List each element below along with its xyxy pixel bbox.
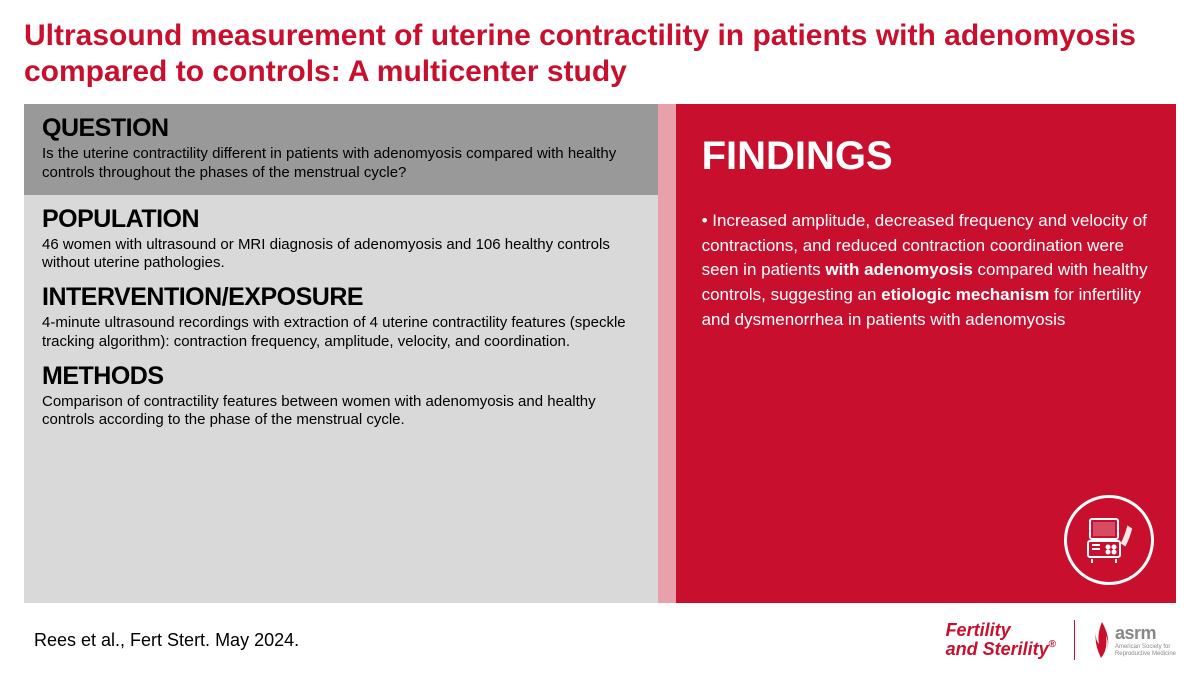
asrm-flame-icon: [1093, 620, 1111, 660]
infographic-container: Ultrasound measurement of uterine contra…: [0, 0, 1200, 675]
question-heading: QUESTION: [42, 114, 640, 143]
fs-reg: ®: [1049, 639, 1056, 650]
methods-section: METHODS Comparison of contractility feat…: [42, 362, 640, 431]
findings-heading: FINDINGS: [702, 134, 1150, 179]
findings-bold1: with adenomyosis: [825, 260, 972, 279]
details-block: POPULATION 46 women with ultrasound or M…: [24, 195, 658, 604]
population-heading: POPULATION: [42, 205, 640, 234]
footer: Rees et al., Fert Stert. May 2024. Ferti…: [24, 603, 1176, 663]
intervention-text: 4-minute ultrasound recordings with extr…: [42, 314, 640, 352]
fs-line1: Fertility: [946, 621, 1056, 640]
logo-divider: [1074, 620, 1075, 660]
asrm-sub1: American Society for: [1115, 644, 1176, 651]
citation-text: Rees et al., Fert Stert. May 2024.: [24, 630, 299, 651]
page-title: Ultrasound measurement of uterine contra…: [24, 18, 1176, 90]
methods-heading: METHODS: [42, 362, 640, 391]
fertility-sterility-logo: Fertility and Sterility®: [946, 621, 1056, 659]
methods-text: Comparison of contractility features bet…: [42, 393, 640, 431]
intervention-heading: INTERVENTION/EXPOSURE: [42, 283, 640, 312]
column-divider: [658, 104, 676, 603]
fs-line2-wrap: and Sterility®: [946, 640, 1056, 659]
fs-line2: and Sterility: [946, 639, 1049, 659]
population-section: POPULATION 46 women with ultrasound or M…: [42, 205, 640, 274]
findings-bold2: etiologic mechanism: [881, 285, 1049, 304]
main-content: QUESTION Is the uterine contractility di…: [24, 104, 1176, 603]
question-text: Is the uterine contractility different i…: [42, 145, 640, 183]
ultrasound-icon-circle: [1064, 495, 1154, 585]
asrm-main: asrm: [1115, 623, 1176, 644]
ultrasound-machine-icon: [1084, 515, 1134, 565]
asrm-sub2: Reproductive Medicine: [1115, 651, 1176, 658]
findings-text: • Increased amplitude, decreased frequen…: [702, 209, 1150, 332]
intervention-section: INTERVENTION/EXPOSURE 4-minute ultrasoun…: [42, 283, 640, 352]
findings-panel: FINDINGS • Increased amplitude, decrease…: [676, 104, 1176, 603]
logos-container: Fertility and Sterility® asrm American S…: [946, 620, 1176, 660]
left-column: QUESTION Is the uterine contractility di…: [24, 104, 658, 603]
asrm-text: asrm American Society for Reproductive M…: [1115, 623, 1176, 657]
asrm-logo: asrm American Society for Reproductive M…: [1093, 620, 1176, 660]
question-block: QUESTION Is the uterine contractility di…: [24, 104, 658, 195]
population-text: 46 women with ultrasound or MRI diagnosi…: [42, 236, 640, 274]
